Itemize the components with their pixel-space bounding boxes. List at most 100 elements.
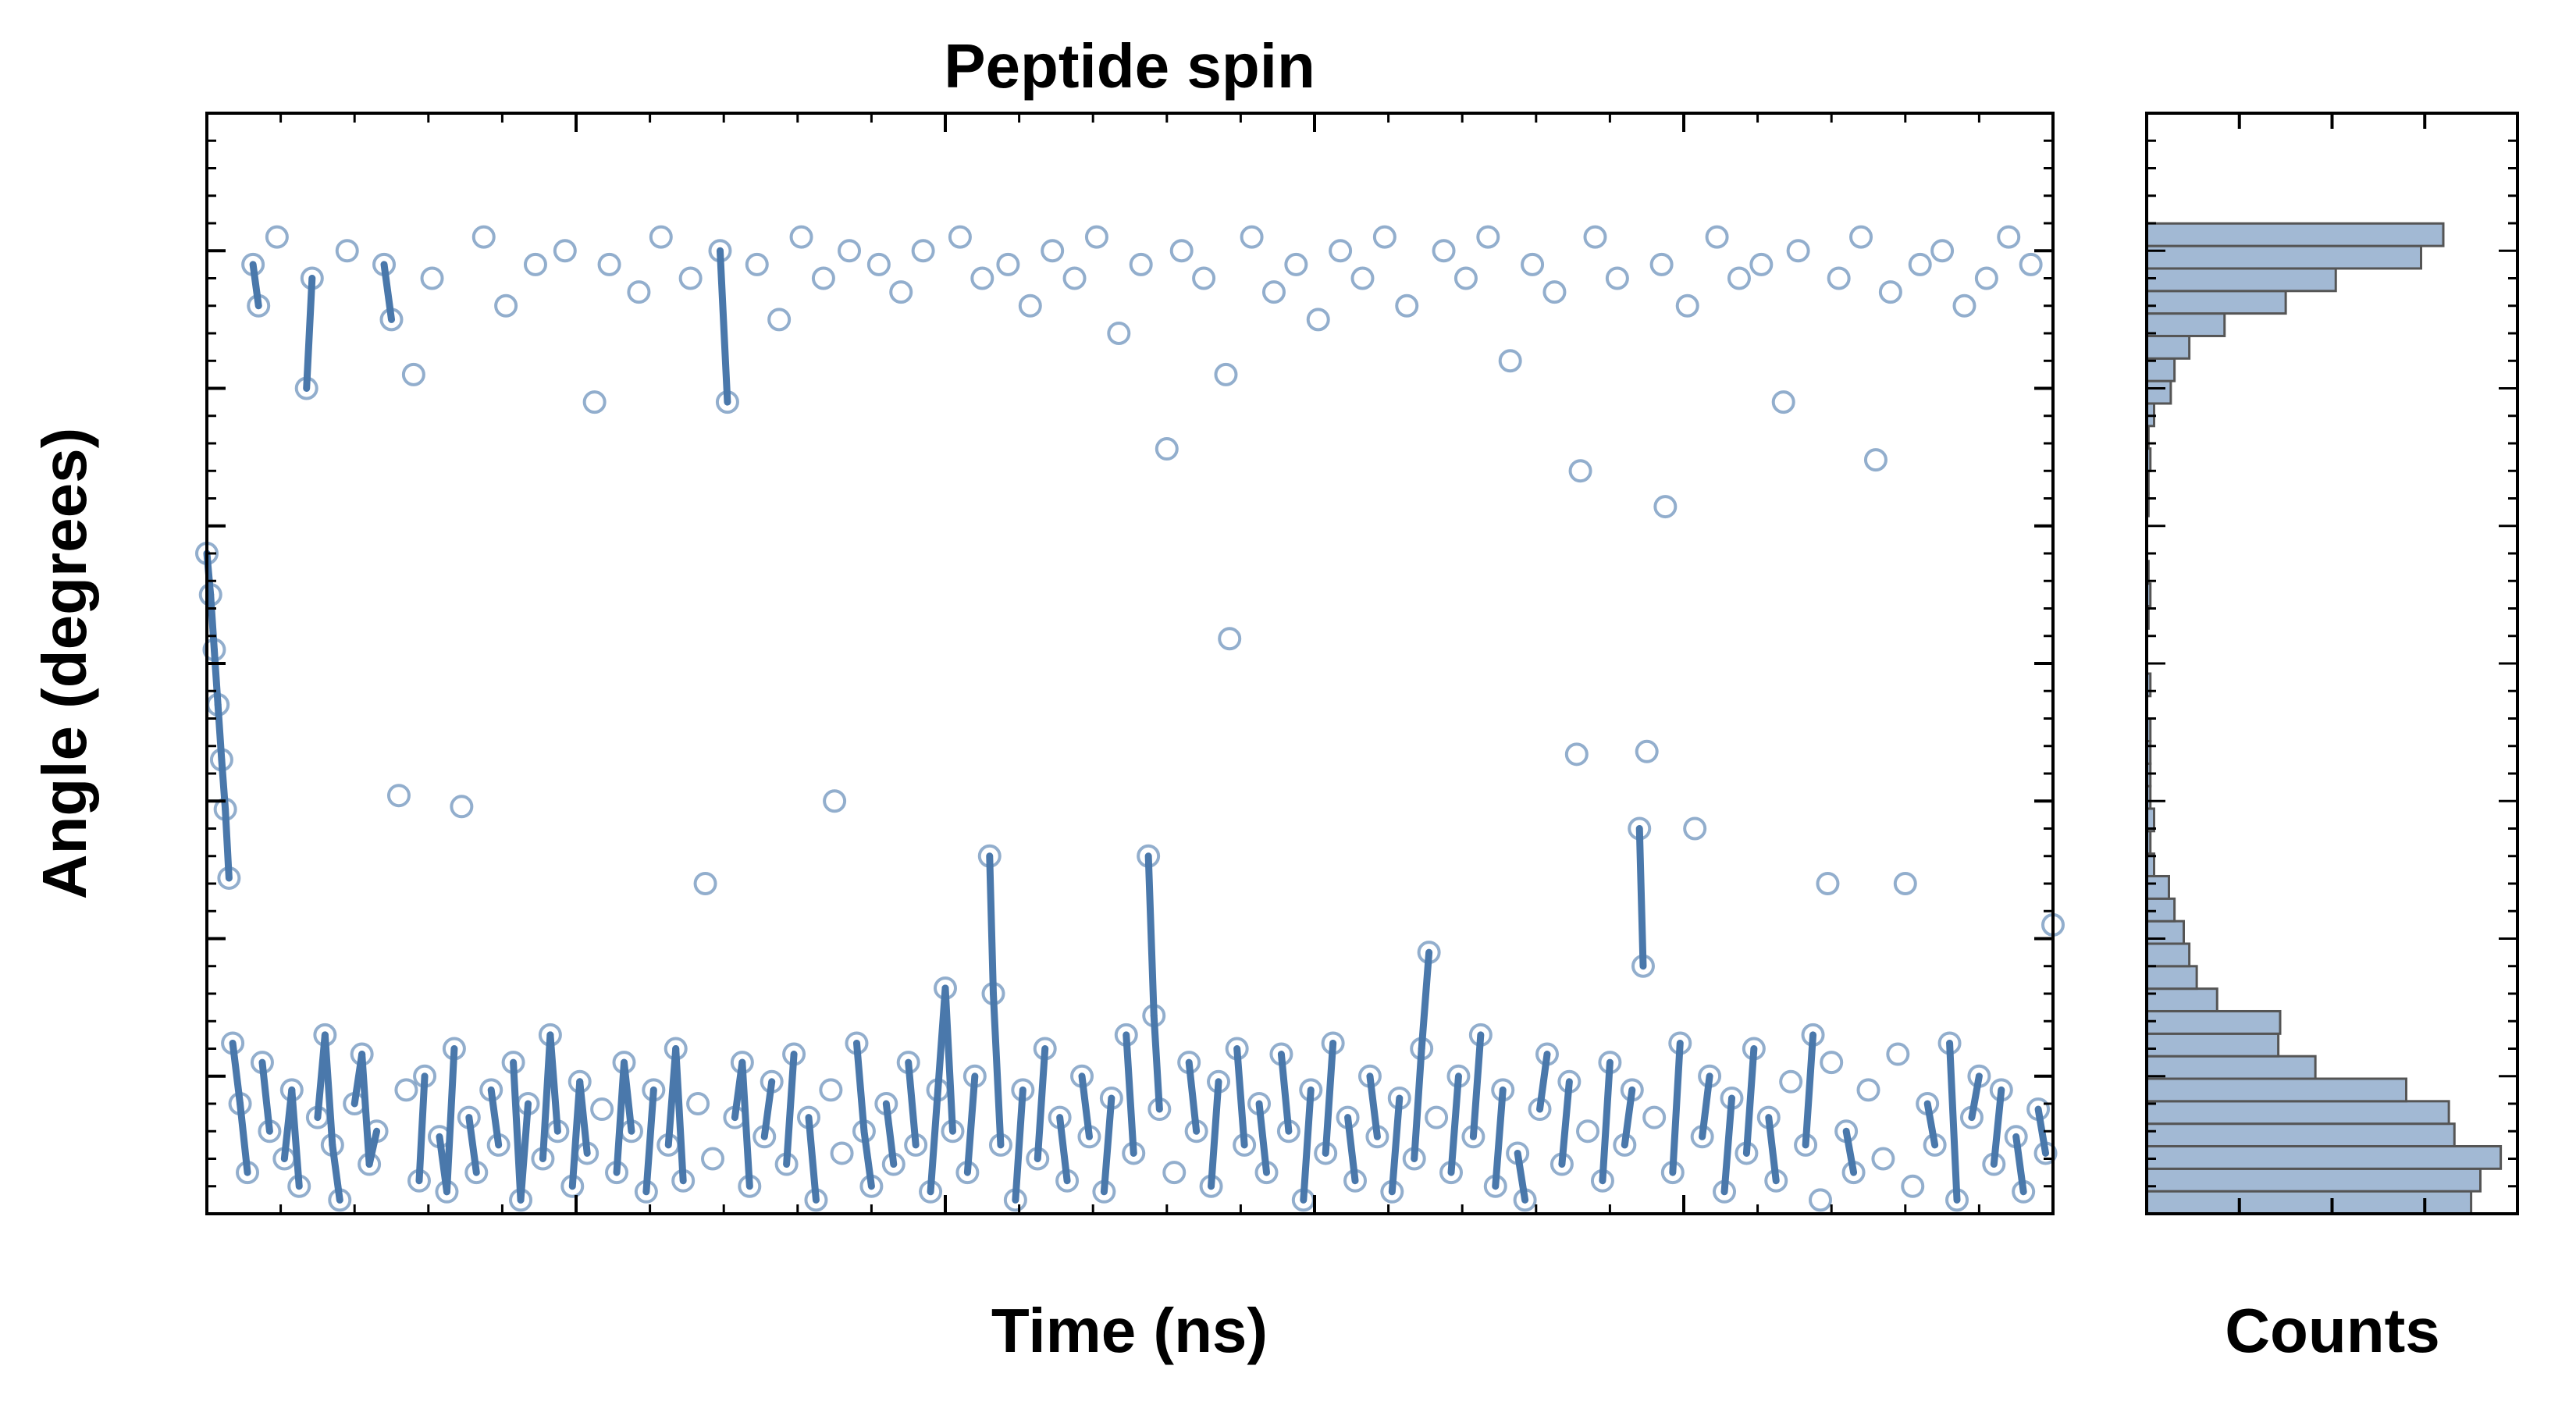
data-point — [1453, 266, 1478, 290]
trajectory-segment — [1469, 1031, 1485, 1140]
trajectory-segment — [1150, 1012, 1163, 1113]
data-point — [1683, 816, 1707, 841]
histogram-bar — [2145, 267, 2337, 293]
data-point — [811, 266, 835, 290]
data-point — [1878, 280, 1902, 304]
trajectory-segment — [927, 1086, 942, 1196]
data-point — [753, 1125, 777, 1149]
data-point — [1620, 1078, 1644, 1102]
histogram-x-label: Counts — [2225, 1296, 2440, 1365]
trajectory-segment — [1208, 1078, 1222, 1190]
data-point — [202, 638, 226, 662]
histogram-bar — [2145, 379, 2172, 405]
data-point — [701, 1147, 725, 1171]
data-point — [819, 1078, 843, 1102]
data-point — [1930, 239, 1955, 263]
data-point — [1771, 390, 1795, 414]
data-point — [738, 1174, 762, 1198]
data-point — [1491, 1078, 1515, 1102]
data-point — [686, 1092, 710, 1115]
data-point — [1350, 266, 1375, 290]
data-point — [1568, 459, 1592, 483]
data-point — [693, 872, 717, 895]
data-point — [1306, 308, 1330, 332]
data-point — [1269, 1042, 1293, 1066]
data-point — [457, 1105, 481, 1129]
data-point — [320, 1133, 344, 1157]
data-point — [745, 252, 769, 276]
data-point — [1003, 1188, 1027, 1212]
data-point — [1952, 293, 1976, 318]
data-point — [523, 252, 547, 276]
data-point — [1314, 1141, 1338, 1165]
data-point — [1886, 1042, 1910, 1066]
trajectory-segment — [576, 1078, 591, 1157]
data-point — [1698, 1064, 1722, 1088]
data-point — [486, 1133, 511, 1157]
data-point — [1062, 266, 1087, 290]
data-point — [1863, 448, 1888, 472]
data-point — [1218, 627, 1242, 651]
data-point — [1841, 1161, 1866, 1185]
data-point — [838, 239, 862, 263]
data-point — [479, 1078, 503, 1102]
data-point — [217, 866, 241, 890]
data-point — [634, 1179, 658, 1204]
data-point — [1756, 1105, 1781, 1129]
data-point — [313, 1023, 337, 1047]
data-point — [546, 1119, 570, 1144]
data-point — [1199, 1174, 1223, 1198]
data-point — [649, 225, 673, 249]
trajectory-segment — [1100, 1094, 1115, 1196]
trajectory-segment — [1558, 1078, 1573, 1168]
data-point — [796, 1105, 820, 1129]
data-point — [209, 748, 233, 772]
data-point — [1284, 252, 1308, 276]
data-point — [386, 784, 411, 808]
data-point — [678, 266, 703, 290]
data-point — [1410, 1037, 1434, 1061]
histogram-bar — [2145, 965, 2198, 991]
trajectory-segment — [941, 984, 956, 1135]
data-point — [1794, 1133, 1818, 1157]
data-point — [1735, 1141, 1759, 1165]
histogram-bar — [2145, 244, 2422, 270]
trajectory-segment — [986, 852, 997, 998]
histogram-bar — [2145, 1055, 2317, 1080]
data-point — [859, 1174, 884, 1198]
data-point — [1720, 1086, 1744, 1110]
data-point — [1937, 1031, 1962, 1055]
data-point — [450, 795, 474, 819]
data-point — [1779, 1069, 1803, 1094]
data-point — [988, 1133, 1012, 1157]
histogram-bar — [2145, 1032, 2280, 1058]
data-point — [413, 1064, 437, 1088]
data-point — [881, 1152, 906, 1176]
data-point — [1184, 1119, 1208, 1144]
data-point — [241, 252, 265, 276]
data-point — [941, 1119, 965, 1144]
histogram-bar — [2145, 1190, 2473, 1215]
histogram-bar — [2145, 942, 2191, 968]
data-point — [575, 1141, 600, 1165]
trajectory-segment — [1990, 1086, 2005, 1168]
data-point — [1425, 1105, 1449, 1129]
data-point — [1114, 1023, 1138, 1047]
data-point — [435, 1179, 459, 1204]
data-point — [656, 1133, 681, 1157]
data-point — [1786, 239, 1810, 263]
data-point — [1521, 252, 1545, 276]
data-point — [1476, 225, 1500, 249]
data-point — [568, 1069, 592, 1094]
trajectory-segment — [1388, 1094, 1404, 1196]
data-point — [934, 976, 957, 1000]
data-point — [1395, 293, 1419, 318]
data-point — [1997, 225, 2021, 249]
histogram-bar — [2145, 919, 2185, 945]
data-point — [1834, 1119, 1859, 1144]
data-point — [228, 1092, 252, 1115]
data-point — [760, 1069, 784, 1094]
trajectory-segment — [249, 261, 262, 310]
data-point — [1901, 1174, 1925, 1198]
